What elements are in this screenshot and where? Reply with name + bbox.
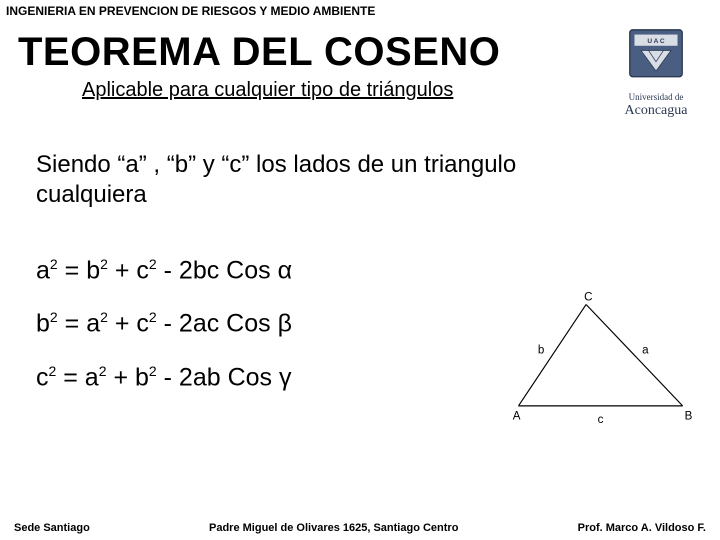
description-text: Siendo “a” , “b” y “c” los lados de un t… xyxy=(0,102,560,220)
shield-icon: U A C xyxy=(627,28,685,86)
vertex-b-label: B xyxy=(685,410,693,422)
side-b-label: b xyxy=(538,345,544,357)
triangle-diagram: A B C a b c xyxy=(508,290,698,430)
program-header: INGENIERIA EN PREVENCION DE RIESGOS Y ME… xyxy=(0,0,720,22)
logo-text: Universidad de Aconcagua xyxy=(606,93,706,118)
footer-left: Sede Santiago xyxy=(14,522,90,534)
footer-center: Padre Miguel de Olivares 1625, Santiago … xyxy=(209,522,458,534)
side-a-label: a xyxy=(642,345,649,357)
footer-right: Prof. Marco A. Vildoso F. xyxy=(578,522,706,534)
svg-text:U A C: U A C xyxy=(647,38,665,45)
university-logo: U A C Universidad de Aconcagua xyxy=(606,28,706,118)
vertex-c-label: C xyxy=(584,292,592,304)
vertex-a-label: A xyxy=(513,410,521,422)
side-c-label: c xyxy=(598,414,604,426)
logo-line1: Universidad de xyxy=(606,93,706,103)
page-footer: Sede Santiago Padre Miguel de Olivares 1… xyxy=(0,522,720,534)
logo-line2: Aconcagua xyxy=(606,103,706,118)
